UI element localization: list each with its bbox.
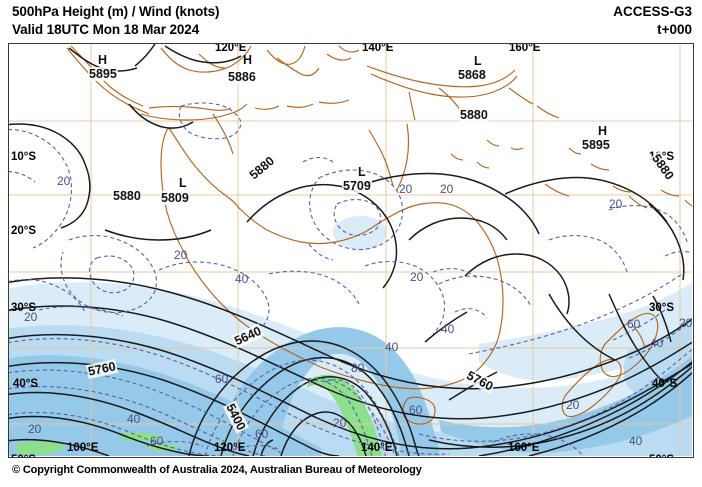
lon-label-120e-top: 120°E bbox=[215, 43, 247, 54]
wind-label-60-3: 60 bbox=[150, 434, 164, 448]
high-centre-value-2: 5886 bbox=[227, 70, 257, 84]
wind-label-40-6: 40 bbox=[650, 336, 664, 350]
lon-label-160e-bottom: 160°E bbox=[508, 442, 540, 454]
wind-label-20-8: 20 bbox=[28, 422, 42, 436]
map-graphics bbox=[9, 44, 692, 456]
wind-label-40-2: 40 bbox=[385, 340, 399, 354]
wind-speed-shading bbox=[9, 216, 692, 456]
lat-label-10s-left: 10°S bbox=[11, 151, 37, 163]
wind-label-20-2: 20 bbox=[174, 248, 188, 262]
map-canvas[interactable]: 10°S 20°S 30°S 40°S 50°S 10°S 30°S 40°S … bbox=[8, 43, 694, 458]
model-name-label: ACCESS-G3 bbox=[613, 4, 692, 19]
wind-label-20-3: 20 bbox=[399, 182, 413, 196]
lat-label-20s-left: 20°S bbox=[11, 225, 37, 237]
wind-label-20-7: 20 bbox=[24, 310, 38, 324]
high-centre-value-3: 5895 bbox=[581, 138, 611, 152]
wind-label-80: 80 bbox=[351, 361, 365, 375]
height-label-5880-c: 5880 bbox=[459, 108, 489, 122]
copyright-notice: © Copyright Commonwealth of Australia 20… bbox=[12, 464, 422, 476]
wind-label-20-5: 20 bbox=[410, 270, 424, 284]
wind-label-60-5: 60 bbox=[627, 317, 641, 331]
lat-label-30s-left: 30°S bbox=[11, 302, 37, 314]
lon-label-140e-bottom: 140°E bbox=[361, 442, 393, 454]
lat-label-50s-left: 50°S bbox=[11, 454, 36, 457]
lat-label-40s-right: 40°S bbox=[652, 378, 678, 390]
wind-label-60-1: 60 bbox=[215, 372, 229, 386]
lat-label-50s-right: 50°S bbox=[649, 454, 674, 457]
high-centre-letter-1: H bbox=[98, 53, 108, 67]
wind-label-20-4: 20 bbox=[440, 182, 454, 196]
wind-label-40-3: 40 bbox=[441, 322, 455, 336]
high-centre-value-1: 5895 bbox=[88, 67, 118, 81]
height-contours bbox=[9, 44, 692, 456]
lon-label-120e-bottom: 120°E bbox=[214, 442, 246, 454]
page-title: 500hPa Height (m) / Wind (knots) bbox=[12, 4, 220, 19]
wind-label-40-4: 40 bbox=[127, 412, 141, 426]
wind-label-20-9: 20 bbox=[333, 416, 347, 430]
wind-label-60-4: 60 bbox=[409, 403, 423, 417]
low-centre-letter-2: L bbox=[179, 176, 187, 190]
height-label-5880-a: 5880 bbox=[112, 189, 142, 203]
wind-label-20-6: 20 bbox=[609, 197, 623, 211]
wind-label-20-11: 20 bbox=[679, 316, 693, 330]
lon-label-160e-top: 160°E bbox=[509, 43, 541, 54]
wind-speed-contours bbox=[9, 102, 692, 456]
valid-time-label: Valid 18UTC Mon 18 Mar 2024 bbox=[12, 22, 200, 37]
wind-label-20-1: 20 bbox=[57, 174, 71, 188]
lat-label-40s-left: 40°S bbox=[13, 378, 39, 390]
lat-label-30s-right: 30°S bbox=[649, 302, 675, 314]
low-centre-value-2: 5809 bbox=[160, 191, 190, 205]
wind-label-40-1: 40 bbox=[235, 272, 249, 286]
low-centre-letter-1: L bbox=[474, 54, 482, 68]
lead-time-label: t+000 bbox=[657, 22, 692, 37]
low-centre-letter-3: L bbox=[358, 165, 366, 179]
wind-label-20-10: 20 bbox=[566, 398, 580, 412]
chart-header: 500hPa Height (m) / Wind (knots) Valid 1… bbox=[0, 0, 702, 40]
lon-label-140e-top: 140°E bbox=[362, 43, 394, 54]
wind-label-40-5: 40 bbox=[629, 434, 643, 448]
wind-label-60-2: 60 bbox=[255, 427, 269, 441]
lon-label-100e-bottom: 100°E bbox=[67, 442, 99, 454]
low-centre-value-1: 5868 bbox=[457, 68, 487, 82]
high-centre-letter-2: H bbox=[243, 53, 253, 67]
high-centre-letter-3: H bbox=[598, 124, 608, 138]
low-centre-value-3: 5709 bbox=[342, 179, 372, 193]
